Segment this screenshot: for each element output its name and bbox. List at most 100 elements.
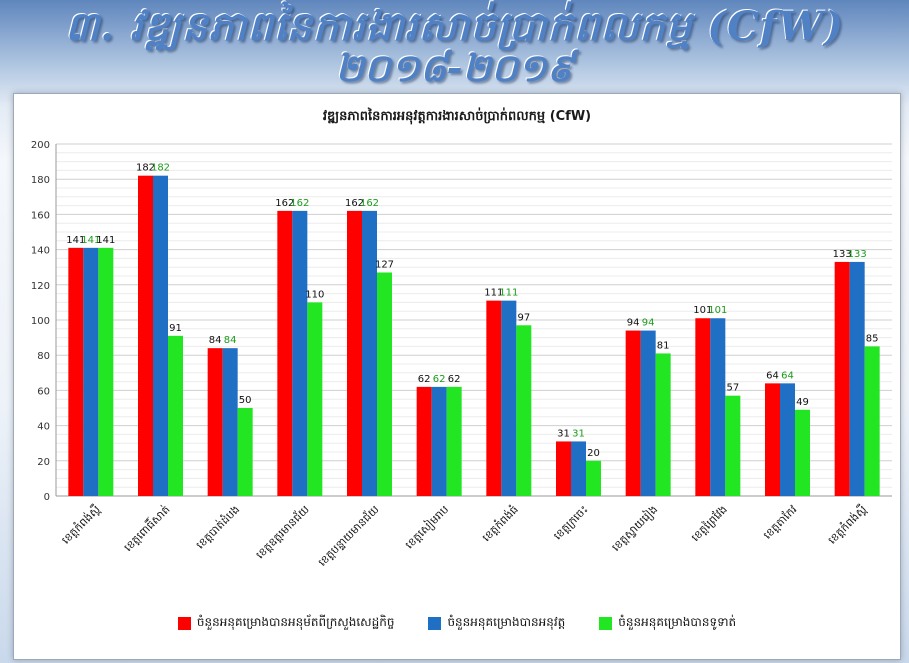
bar — [237, 408, 253, 496]
x-tick-label: ខេត្តតាកែវ — [760, 502, 800, 542]
legend-swatch-paid — [599, 616, 613, 630]
data-label: 62 — [433, 374, 446, 385]
x-tick-label: ខេត្តឧត្តរមានជ័យ — [253, 502, 312, 561]
y-tick-label: 80 — [37, 351, 50, 362]
data-label: 101 — [708, 305, 727, 316]
y-tick-label: 20 — [37, 457, 50, 468]
x-tick-label: ខេត្តបន្ទាយមានជ័យ — [315, 502, 382, 569]
data-label: 31 — [572, 428, 585, 439]
data-label: 162 — [345, 198, 364, 209]
chart-title: វឌ្ឍនភាពនៃការអនុវត្តការងារសាច់ប្រាក់ពលកម… — [322, 109, 592, 124]
bar — [625, 330, 641, 496]
y-tick-label: 60 — [37, 386, 50, 397]
legend: ចំនួនអនុគម្រោងបានអនុម័តពីក្រសួងសេដ្ឋកិច្… — [14, 614, 900, 632]
chart-frame: វឌ្ឍនភាពនៃការអនុវត្តការងារសាច់ប្រាក់ពលកម… — [13, 93, 901, 660]
legend-label-implemented: ចំនួនអនុគម្រោងបានអនុវត្ត — [447, 615, 566, 629]
bar — [307, 302, 323, 496]
bar — [98, 247, 114, 496]
data-label: 57 — [726, 383, 739, 394]
data-label: 111 — [499, 288, 518, 299]
bar — [277, 210, 293, 496]
legend-item-paid: ចំនួនអនុគម្រោងបានទូទាត់ — [599, 614, 736, 632]
data-label: 133 — [833, 249, 852, 260]
y-tick-label: 100 — [31, 316, 50, 327]
data-label: 62 — [418, 374, 431, 385]
y-tick-label: 120 — [31, 281, 50, 292]
data-label: 162 — [360, 198, 379, 209]
bar — [765, 383, 780, 496]
data-label: 84 — [224, 335, 237, 346]
data-label: 162 — [275, 198, 294, 209]
x-tick-label: ខេត្តបាត់ដំបង — [193, 502, 242, 551]
data-label: 94 — [642, 318, 655, 329]
x-tick-label: ខេត្តកំពង់ស្ពឺ — [58, 502, 102, 546]
y-tick-label: 140 — [31, 246, 50, 257]
bar — [795, 409, 810, 496]
y-tick-label: 160 — [31, 210, 50, 221]
bar — [586, 460, 601, 496]
bar — [501, 300, 517, 496]
data-label: 20 — [587, 448, 600, 459]
data-label: 141 — [66, 235, 85, 246]
data-label: 91 — [169, 323, 182, 334]
bar — [834, 261, 850, 496]
bar — [864, 346, 880, 496]
data-label: 111 — [484, 288, 503, 299]
legend-item-implemented: ចំនួនអនុគម្រោងបានអនុវត្ត — [428, 614, 565, 632]
data-label: 141 — [96, 235, 115, 246]
bar — [68, 247, 84, 496]
legend-label-paid: ចំនួនអនុគម្រោងបានទូទាត់ — [618, 615, 737, 629]
data-label: 81 — [657, 340, 670, 351]
bar — [207, 348, 223, 496]
bar — [571, 441, 586, 496]
bar — [640, 330, 656, 496]
bar — [516, 325, 532, 496]
bar — [168, 335, 183, 496]
bar — [710, 318, 726, 496]
data-label: 182 — [136, 163, 155, 174]
data-label: 182 — [151, 163, 170, 174]
bar — [347, 210, 362, 496]
bar — [725, 395, 741, 496]
data-label: 97 — [517, 312, 530, 323]
x-tick-label: ខេត្តសៀមរាប — [402, 502, 452, 552]
bar — [416, 386, 432, 496]
data-label: 133 — [848, 249, 867, 260]
data-label: 64 — [781, 370, 794, 381]
bar — [153, 175, 168, 496]
x-tick-label: ខេត្តពោធិ៍សាត់ — [120, 502, 173, 555]
data-label: 85 — [866, 333, 879, 344]
legend-item-approved: ចំនួនអនុគម្រោងបានអនុម័តពីក្រសួងសេដ្ឋកិច្… — [177, 614, 394, 632]
y-tick-label: 200 — [31, 140, 50, 151]
x-tick-label: ខេត្តស្វាយរៀង — [609, 502, 661, 554]
y-tick-label: 180 — [31, 175, 50, 186]
bar — [780, 383, 795, 496]
slide-title-line2: ២០១៨-២០១៩ — [335, 45, 574, 90]
legend-swatch-implemented — [428, 616, 442, 630]
data-label: 101 — [693, 305, 712, 316]
bar — [83, 247, 99, 496]
y-tick-label: 0 — [44, 492, 50, 503]
data-label: 127 — [375, 259, 394, 270]
data-label: 110 — [305, 289, 324, 300]
bar — [222, 348, 238, 496]
data-label: 84 — [209, 335, 222, 346]
x-tick-label: ខេត្តកំពង់ស្ពឺ — [825, 502, 869, 546]
x-tick-label: ខេត្តព្រៃវែង — [688, 502, 730, 544]
data-label: 62 — [448, 374, 461, 385]
data-label: 50 — [239, 395, 252, 406]
data-label: 162 — [290, 198, 309, 209]
bar — [138, 175, 153, 496]
bar — [362, 210, 377, 496]
bar — [486, 300, 502, 496]
slide-title-line1: ៣. វឌ្ឍនភាពនៃការងារសាច់ប្រាក់ពលកម្ម (CfW… — [64, 3, 845, 50]
bar — [655, 353, 671, 496]
data-label: 94 — [627, 318, 640, 329]
y-tick-label: 40 — [37, 422, 50, 433]
slide-title: ៣. វឌ្ឍនភាពនៃការងារសាច់ប្រាក់ពលកម្ម (CfW… — [0, 6, 909, 88]
bar — [849, 261, 865, 496]
data-label: 64 — [766, 370, 779, 381]
data-label: 141 — [81, 235, 100, 246]
bar — [556, 441, 571, 496]
data-label: 49 — [796, 397, 809, 408]
